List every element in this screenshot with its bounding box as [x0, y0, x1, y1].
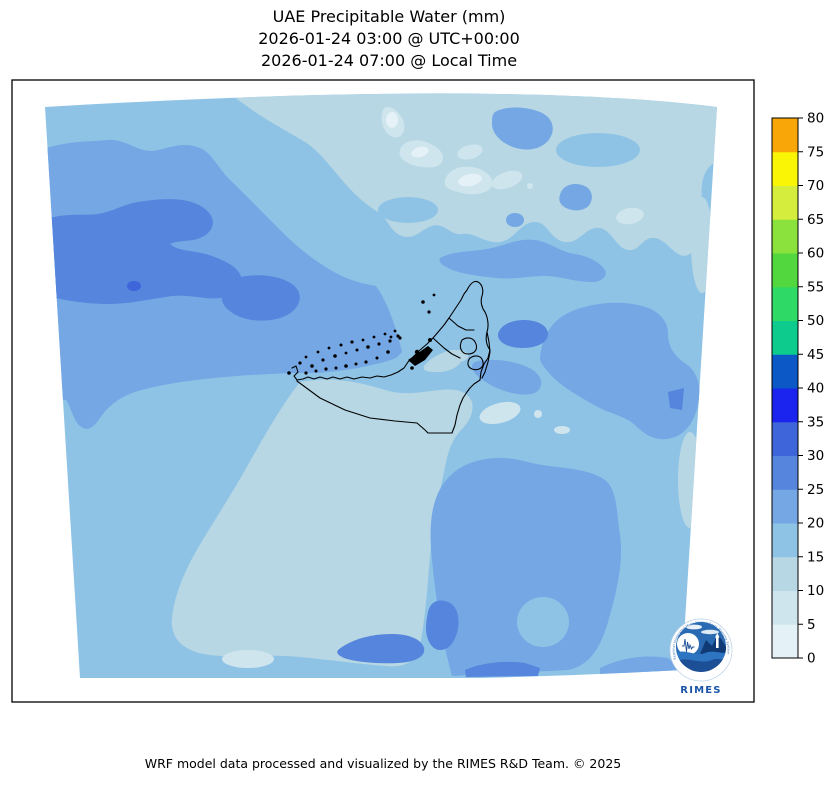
- colorbar-segment-25-30: [772, 455, 798, 490]
- colorbar-segment-10-15: [772, 556, 798, 591]
- colorbar-tick-label-50: 50: [807, 313, 824, 329]
- colorbar-tick-label-45: 45: [807, 347, 824, 363]
- contour-fill-10-15-south: [171, 379, 473, 667]
- colorbar-tick-label-10: 10: [807, 583, 824, 599]
- colorbar-segment-15-20: [772, 523, 798, 558]
- colorbar-tick-label-25: 25: [807, 482, 824, 498]
- contour-fill-10-15-coastal: [448, 350, 468, 362]
- colorbar-tick-label-60: 60: [807, 246, 824, 262]
- contour-fill-15-20-pocket: [517, 597, 569, 647]
- emirate-border-line: [448, 317, 475, 331]
- colorbar-segment-0-5: [772, 624, 798, 659]
- colorbar-segment-30-35: [772, 421, 798, 456]
- colorbar-segment-45-50: [772, 320, 798, 355]
- colorbar-tick-label-55: 55: [807, 279, 824, 295]
- colorbar-tick-label-35: 35: [807, 414, 824, 430]
- colorbar-tick-label-30: 30: [807, 448, 824, 464]
- colorbar-segment-20-25: [772, 489, 798, 524]
- colorbar-tick-label-5: 5: [807, 617, 816, 633]
- colorbar-segment-55-60: [772, 253, 798, 288]
- figure-title-block: UAE Precipitable Water (mm) 2026-01-24 0…: [0, 6, 778, 72]
- model-domain-contours: [45, 93, 717, 678]
- rimes-logo: Regional Integrated Multi-Hazard Early W…: [669, 618, 733, 696]
- contour-fill-30-35-max: [127, 281, 141, 291]
- colorbar-segment-40-45: [772, 354, 798, 389]
- contour-fill-10-15-east: [691, 197, 713, 293]
- figure-subtitle-local: 2026-01-24 07:00 @ Local Time: [260, 51, 518, 70]
- colorbar-segment-70-75: [772, 151, 798, 186]
- emirate-enclave: [467, 355, 484, 371]
- figure-subtitle-utc: 2026-01-24 03:00 @ UTC+00:00: [258, 29, 520, 48]
- colorbar-tick-label-75: 75: [807, 144, 824, 160]
- colorbar-tick-label-70: 70: [807, 178, 824, 194]
- rimes-logo-wordmark: RIMES: [680, 685, 721, 696]
- contour-fill-0-5-cores: [386, 112, 482, 187]
- colorbar-segment-65-70: [772, 185, 798, 220]
- contour-fill-15-20-island: [378, 197, 438, 223]
- uae-southern-border: [296, 379, 481, 434]
- colorbar-tick-label-65: 65: [807, 212, 824, 228]
- colorbar-tick-label-15: 15: [807, 549, 824, 565]
- footer-credit: WRF model data processed and visualized …: [144, 756, 622, 771]
- emirate-border-line: [432, 337, 461, 359]
- colorbar-segment-35-40: [772, 388, 798, 423]
- colorbar-tick-label-80: 80: [807, 111, 824, 127]
- colorbar: 0 5 10 15 20 25 30 35 40 45 50 55 60 65 70 75 80: [771, 111, 824, 667]
- colorbar-segment-5-10: [772, 590, 798, 625]
- emirate-enclave: [459, 337, 478, 355]
- axes-frame: [11, 79, 755, 703]
- contour-fill-25-30: [45, 199, 684, 677]
- island-dots: [287, 293, 436, 375]
- contour-fill-10-15-east: [678, 432, 702, 528]
- colorbar-segment-60-65: [772, 219, 798, 254]
- east-coast-line: [481, 331, 491, 379]
- colorbar-segment-50-55: [772, 286, 798, 321]
- figure-title: UAE Precipitable Water (mm): [272, 7, 506, 26]
- colorbar-tick-label-0: 0: [807, 651, 816, 667]
- colorbar-segment-75-80: [772, 118, 798, 153]
- colorbar-tick-label-20: 20: [807, 516, 824, 532]
- colorbar-tick-label-40: 40: [807, 381, 824, 397]
- uae-coastline-borders: [291, 280, 491, 434]
- contour-fill-15-20-island: [556, 133, 640, 167]
